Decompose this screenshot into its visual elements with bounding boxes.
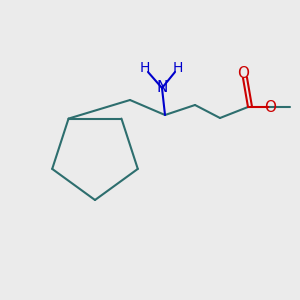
Text: H: H (140, 61, 150, 75)
Text: O: O (264, 100, 276, 115)
Text: N: N (156, 80, 168, 95)
Text: O: O (237, 65, 249, 80)
Text: H: H (173, 61, 183, 75)
